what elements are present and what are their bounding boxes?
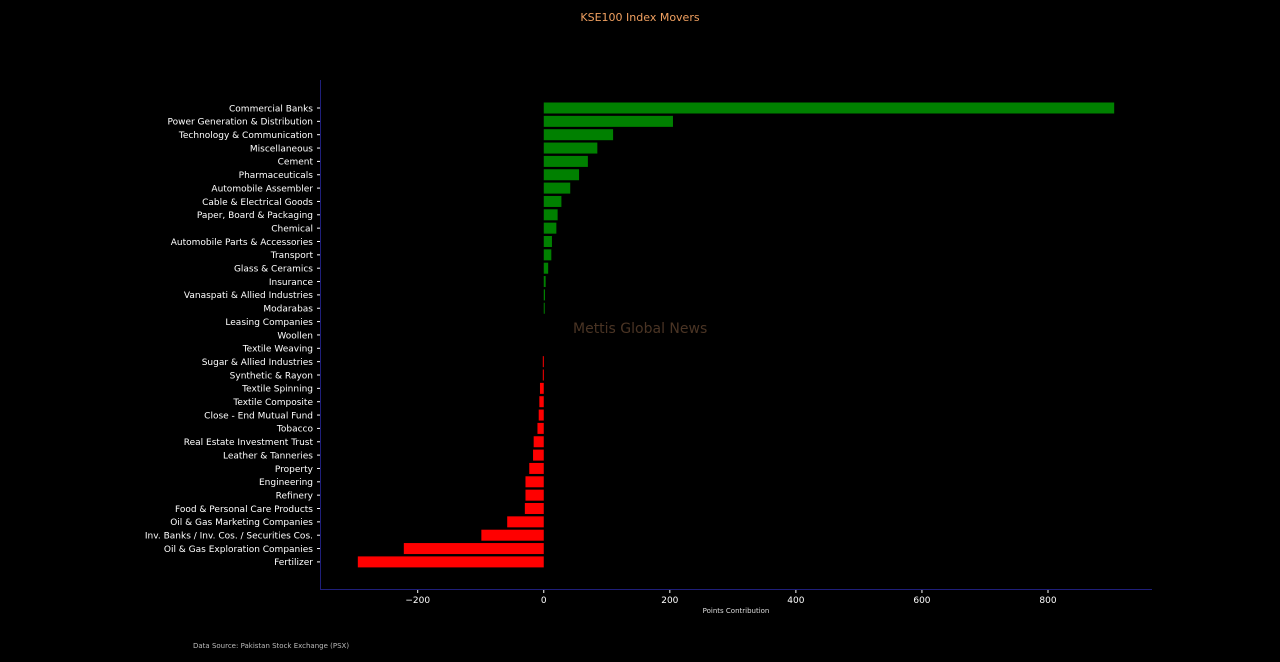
bar — [543, 182, 571, 194]
bar — [481, 529, 544, 541]
bar — [537, 422, 544, 434]
category-label: Automobile Assembler — [211, 184, 313, 194]
category-label: Textile Composite — [232, 398, 313, 408]
bar — [542, 356, 544, 368]
x-ticks-group: −200 0 200 400 600 800 — [405, 589, 1057, 606]
category-label: Inv. Banks / Inv. Cos. / Securities Cos. — [145, 532, 313, 542]
watermark: Mettis Global News — [573, 321, 708, 337]
category-label: Transport — [270, 251, 314, 261]
category-label: Oil & Gas Exploration Companies — [164, 545, 313, 555]
bar — [543, 115, 673, 127]
category-label: Modarabas — [263, 305, 313, 315]
x-tick-label: 600 — [913, 596, 930, 606]
category-label: Synthetic & Rayon — [230, 371, 313, 381]
category-label: Paper, Board & Packaging — [197, 211, 313, 221]
bar — [529, 462, 544, 474]
category-label: Food & Personal Care Products — [175, 505, 313, 515]
bar — [543, 289, 546, 301]
category-label: Pharmaceuticals — [239, 171, 314, 181]
x-tick-label: −200 — [405, 596, 430, 606]
bar — [538, 409, 544, 421]
bar — [524, 503, 544, 514]
bar — [533, 449, 544, 461]
category-label: Property — [275, 465, 314, 475]
category-label: Textile Spinning — [241, 385, 313, 395]
bar — [539, 382, 544, 394]
x-tick-label: 400 — [787, 596, 804, 606]
category-label: Power Generation & Distribution — [167, 118, 313, 128]
category-label: Textile Weaving — [242, 345, 313, 355]
category-label: Insurance — [269, 278, 314, 288]
bar — [543, 262, 549, 274]
category-label: Engineering — [259, 478, 313, 488]
bar — [507, 516, 544, 528]
bar — [543, 169, 580, 181]
bar — [539, 396, 544, 408]
bar — [525, 489, 544, 501]
category-label: Leasing Companies — [225, 318, 313, 328]
category-label: Vanaspati & Allied Industries — [184, 291, 313, 301]
bar — [543, 302, 545, 314]
x-tick-label: 0 — [541, 596, 547, 606]
category-label: Close - End Mutual Fund — [204, 411, 313, 421]
bar — [543, 102, 1115, 114]
bar — [543, 222, 557, 234]
data-source-note: Data Source: Pakistan Stock Exchange (PS… — [193, 642, 350, 650]
category-label: Automobile Parts & Accessories — [171, 238, 314, 248]
bar — [543, 249, 552, 261]
bar — [543, 276, 546, 288]
bar — [543, 209, 558, 221]
category-label: Tobacco — [276, 425, 314, 435]
category-label: Fertilizer — [274, 558, 313, 568]
category-label: Leather & Tanneries — [223, 451, 313, 461]
bar — [357, 556, 544, 568]
category-label: Woollen — [277, 331, 313, 341]
bar — [543, 129, 614, 141]
chart-title: KSE100 Index Movers — [580, 11, 700, 24]
bar — [543, 195, 562, 207]
bar — [525, 476, 544, 488]
category-label: Glass & Ceramics — [234, 265, 313, 275]
category-label: Oil & Gas Marketing Companies — [170, 518, 313, 528]
category-label: Cable & Electrical Goods — [202, 198, 313, 208]
category-label: Real Estate Investment Trust — [184, 438, 314, 448]
bar — [533, 436, 544, 448]
bar — [542, 369, 544, 381]
category-label: Refinery — [276, 491, 314, 501]
bar — [543, 155, 588, 167]
category-label: Miscellaneous — [250, 144, 313, 154]
bar — [543, 142, 598, 154]
bars-group — [357, 102, 1115, 568]
x-axis-label: Points Contribution — [702, 607, 770, 615]
bar — [403, 543, 544, 555]
category-label: Commercial Banks — [229, 104, 313, 114]
x-tick-label: 200 — [661, 596, 678, 606]
bar — [543, 236, 552, 247]
category-label: Technology & Communication — [178, 131, 313, 141]
category-label: Sugar & Allied Industries — [202, 358, 314, 368]
category-labels-group: Commercial Banks Power Generation & Distr… — [145, 104, 320, 568]
category-label: Chemical — [271, 224, 313, 234]
x-tick-label: 800 — [1039, 596, 1056, 606]
category-label: Cement — [278, 158, 314, 168]
